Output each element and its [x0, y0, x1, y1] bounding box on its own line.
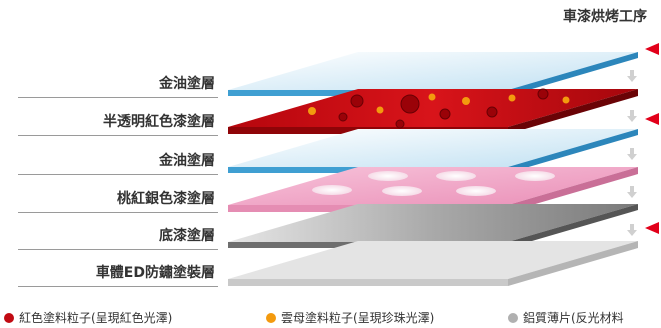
layer-label-clearcoat-middle: 金油塗層 [0, 150, 218, 175]
layer-label-primer: 底漆塗層 [0, 225, 218, 250]
baking-arrow-icon [645, 222, 659, 234]
legend-item-red-particles: 紅色塗料粒子(呈現紅色光澤) [4, 309, 172, 326]
layer-label-clearcoat-top: 金油塗層 [0, 73, 218, 98]
aluminum-flakes [312, 171, 555, 196]
gray-dot-icon [508, 312, 518, 323]
process-title: 車漆烘烤工序 [563, 9, 647, 25]
mica-particles [308, 93, 570, 115]
translucent-red-layer [228, 88, 638, 134]
baking-arrow-icon [645, 43, 659, 55]
orange-dot-icon [266, 312, 276, 323]
layer-stack-diagram [228, 43, 659, 286]
legend-item-mica-particles: 雲母塗料粒子(呈現珍珠光澤) [266, 309, 434, 326]
layer-label-ed-anticorrosion: 車體ED防鏽塗裝層 [0, 262, 218, 287]
layer-label-pink-silver: 桃紅銀色漆塗層 [0, 188, 218, 213]
ed-anticorrosion-layer [228, 241, 638, 286]
legend-label: 紅色塗料粒子(呈現紅色光澤) [19, 311, 173, 325]
baking-arrow-icon [645, 113, 659, 125]
legend-label: 鋁質薄片(反光材料 [523, 311, 624, 325]
red-paint-particles [338, 88, 549, 129]
red-dot-icon [4, 312, 14, 323]
down-arrow-icons [627, 70, 637, 236]
legend-label: 雲母塗料粒子(呈現珍珠光澤) [281, 311, 435, 325]
layer-label-translucent-red: 半透明紅色漆塗層 [0, 111, 218, 136]
legend-item-aluminum-flakes: 鋁質薄片(反光材料 [508, 309, 624, 326]
clearcoat-middle-layer [228, 129, 638, 173]
